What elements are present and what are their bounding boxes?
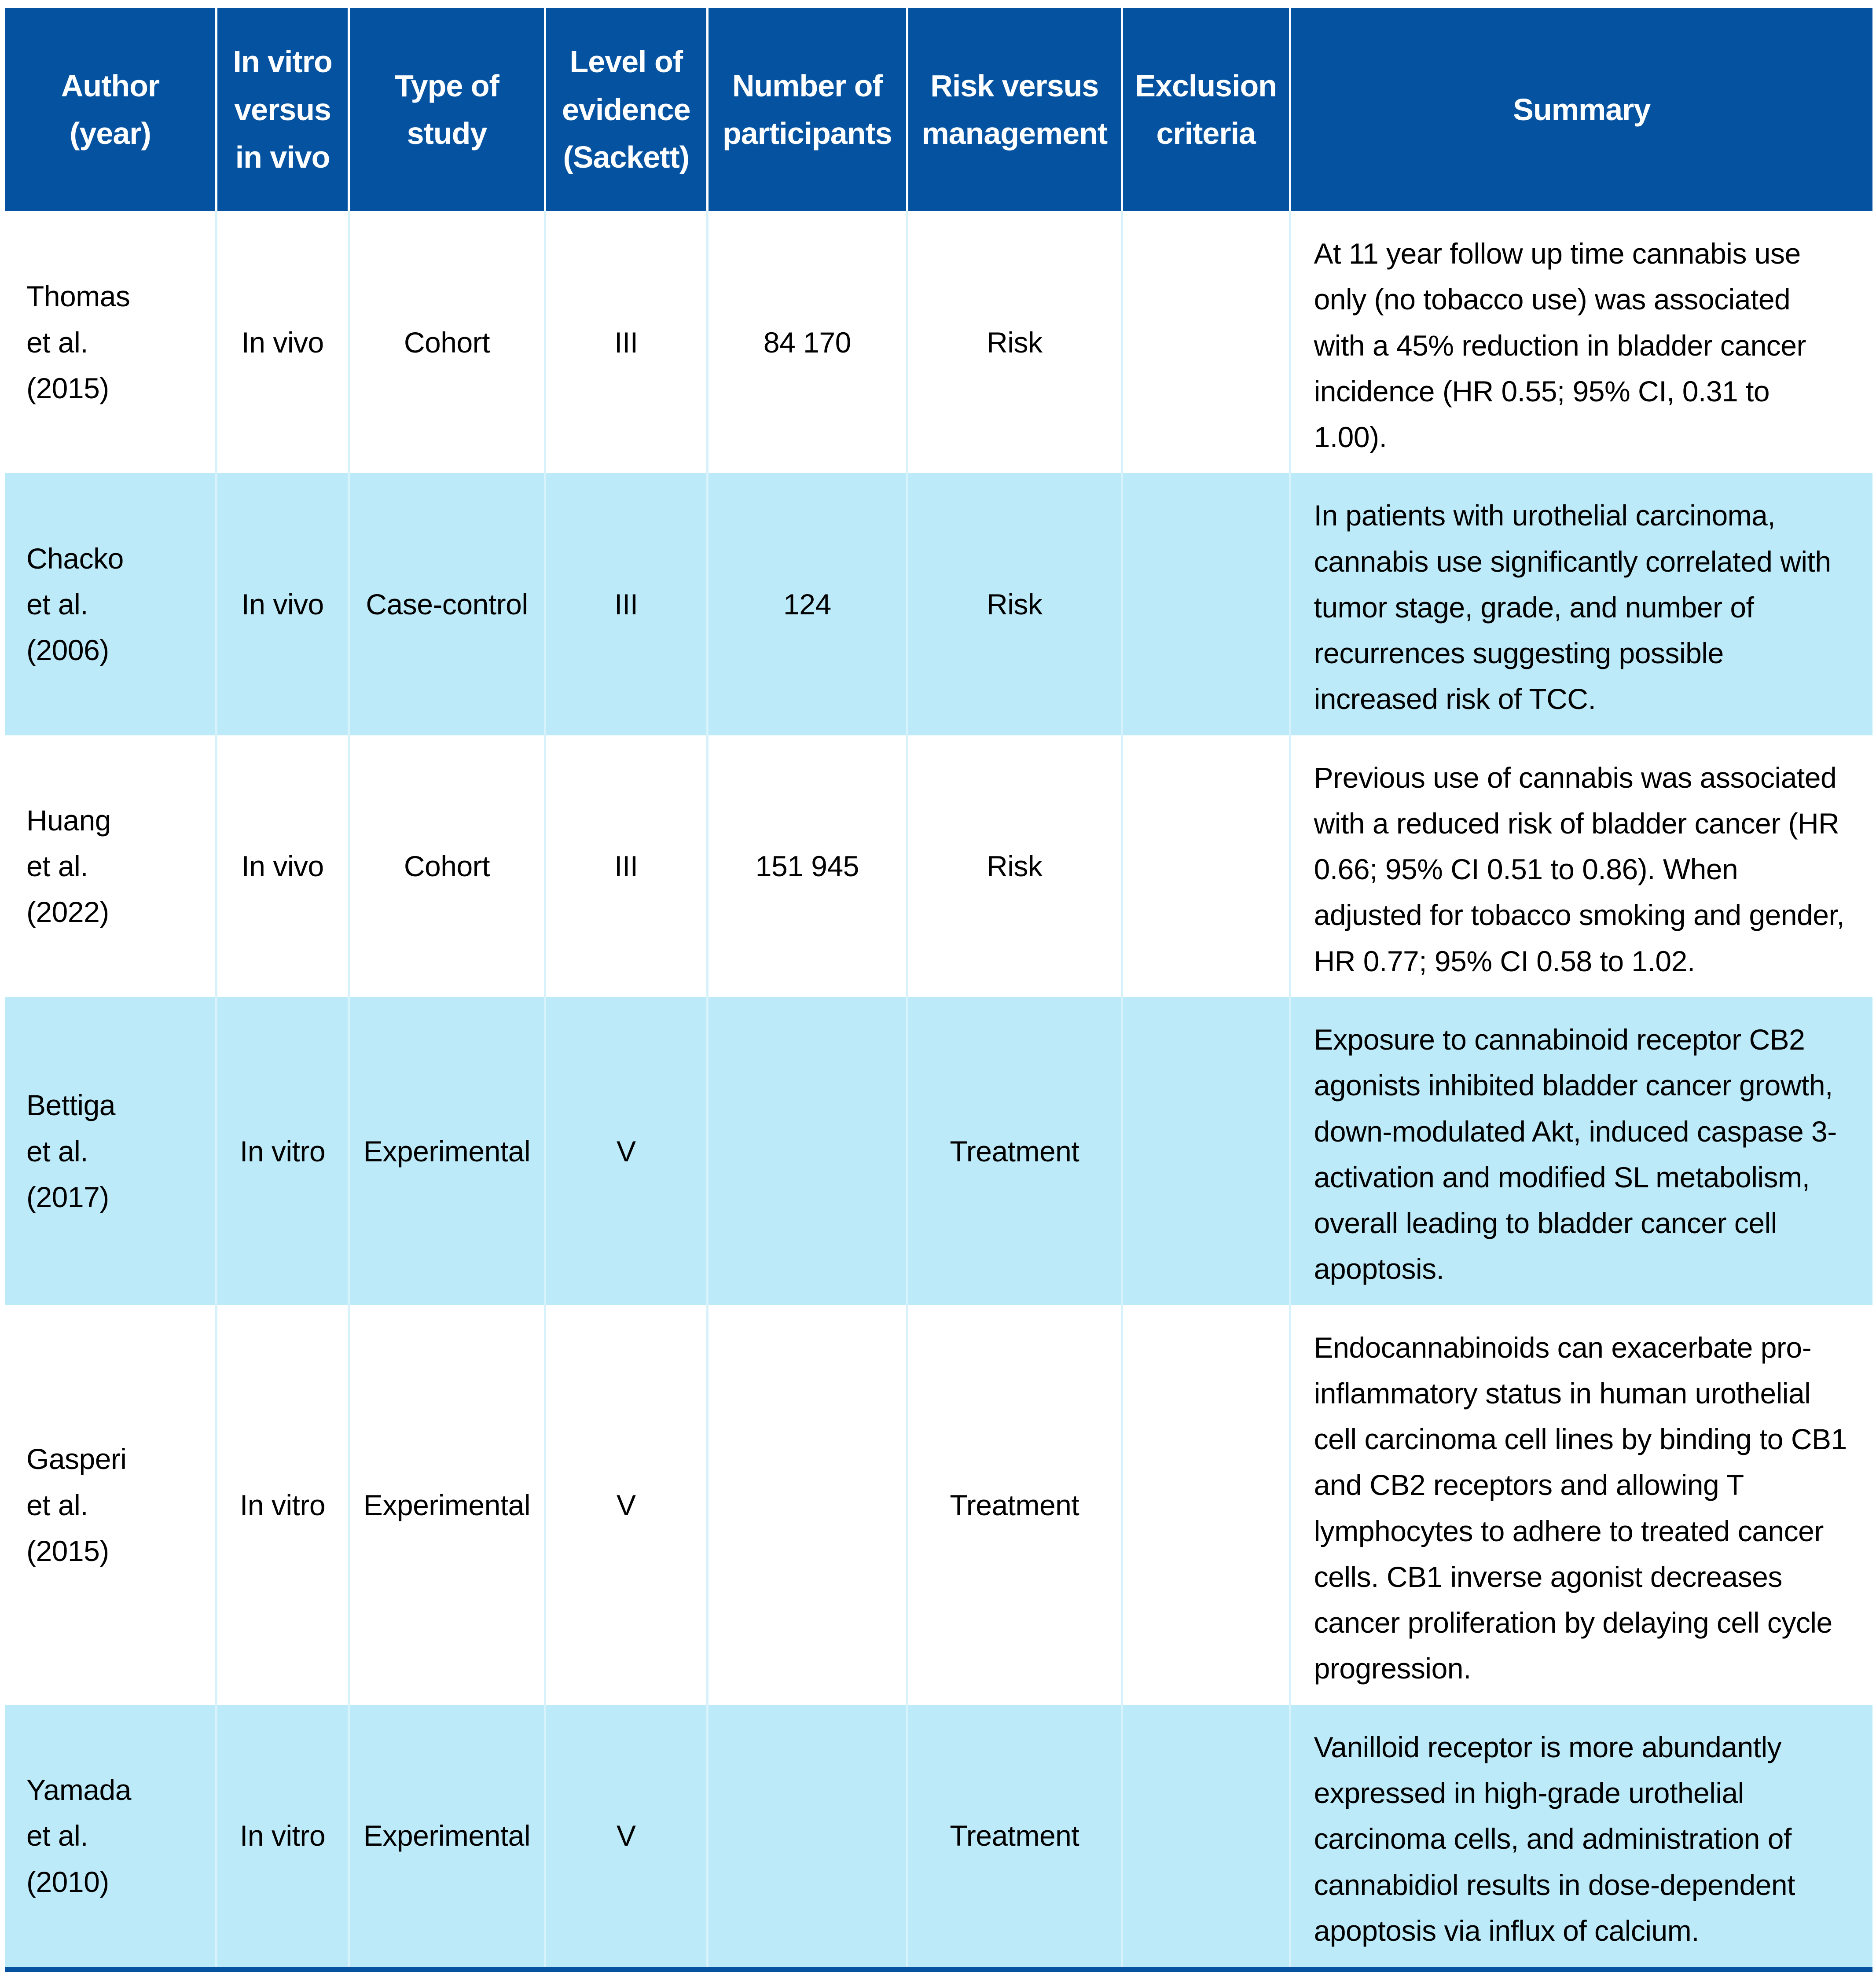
cell-evidence: III bbox=[545, 735, 709, 997]
cell-participants: 124 bbox=[707, 473, 908, 735]
cell-risk_mgmt: Treatment bbox=[907, 1704, 1123, 1970]
table-header: Author (year) In vitro versus in vivo Type… bbox=[5, 8, 1872, 211]
cell-participants: 84 170 bbox=[707, 211, 908, 474]
cell-vitro_vivo: In vivo bbox=[216, 211, 350, 474]
column-header-evidence: Level of evidence (Sackett) bbox=[545, 8, 709, 211]
cell-author: Bettiga et al. (2017) bbox=[5, 997, 217, 1305]
cell-author: Huang et al. (2022) bbox=[5, 735, 217, 997]
cell-vitro_vivo: In vitro bbox=[216, 1704, 350, 1970]
cell-summary: Previous use of cannabis was associated … bbox=[1314, 761, 1845, 977]
column-header-author: Author (year) bbox=[5, 8, 217, 211]
cell-author: Yamada et al. (2010) bbox=[5, 1704, 217, 1970]
cell-summary: Vanilloid receptor is more abundantly ex… bbox=[1314, 1730, 1795, 1947]
cell-author: Gasperi et al. (2015) bbox=[5, 1305, 217, 1705]
column-header-summary: Summary bbox=[1290, 8, 1872, 211]
cell-risk_mgmt: Treatment bbox=[907, 1305, 1123, 1705]
evidence-table: Author (year) In vitro versus in vivo Type… bbox=[5, 8, 1872, 1972]
cell-participants bbox=[707, 1305, 908, 1705]
cell-summary: At 11 year follow up time cannabis use o… bbox=[1314, 237, 1806, 454]
cell-study_type: Case-control bbox=[349, 473, 546, 735]
column-header-study_type: Type of study bbox=[349, 8, 546, 211]
table-row: Bettiga et al. (2017) In vitro Experimenta… bbox=[5, 997, 1872, 1305]
cell-risk_mgmt: Treatment bbox=[907, 997, 1123, 1305]
cell-study_type: Cohort bbox=[349, 735, 546, 997]
evidence-table-wrapper: Author (year) In vitro versus in vivo Type… bbox=[5, 8, 1872, 1972]
cell-vitro_vivo: In vivo bbox=[216, 735, 350, 997]
cell-study_type: Experimental bbox=[349, 1305, 546, 1705]
cell-risk_mgmt: Risk bbox=[907, 473, 1123, 735]
cell-exclusion bbox=[1122, 211, 1291, 474]
cell-exclusion bbox=[1122, 1305, 1291, 1705]
cell-study_type: Cohort bbox=[349, 211, 546, 474]
cell-exclusion bbox=[1122, 997, 1291, 1305]
table-row: Gasperi et al. (2015) In vitro Experimenta… bbox=[5, 1305, 1872, 1705]
cell-summary: In patients with urothelial carcinoma, c… bbox=[1314, 499, 1831, 716]
cell-participants bbox=[707, 1704, 908, 1970]
cell-study_type: Experimental bbox=[349, 997, 546, 1305]
cell-evidence: III bbox=[545, 211, 709, 474]
cell-study_type: Experimental bbox=[349, 1704, 546, 1970]
cell-evidence: III bbox=[545, 473, 709, 735]
cell-summary: Endocannabinoids can exacerbate pro-infl… bbox=[1314, 1331, 1847, 1685]
cell-risk_mgmt: Risk bbox=[907, 735, 1123, 997]
cell-vitro_vivo: In vitro bbox=[216, 997, 350, 1305]
table-row: Huang et al. (2022) In vivo Cohort III 151 9… bbox=[5, 735, 1872, 997]
cell-vitro_vivo: In vivo bbox=[216, 473, 350, 735]
table-row: Chacko et al. (2006) In vivo Case-control I… bbox=[5, 473, 1872, 735]
cell-risk_mgmt: Risk bbox=[907, 211, 1123, 474]
cell-summary: Exposure to cannabinoid receptor CB2 ago… bbox=[1314, 1023, 1837, 1285]
cell-exclusion bbox=[1122, 735, 1291, 997]
table-row: Yamada et al. (2010) In vitro Experimental… bbox=[5, 1704, 1872, 1970]
column-header-participants: Number of participants bbox=[707, 8, 908, 211]
cell-evidence: V bbox=[545, 997, 709, 1305]
column-header-vitro_vivo: In vitro versus in vivo bbox=[216, 8, 350, 211]
cell-evidence: V bbox=[545, 1305, 709, 1705]
cell-participants bbox=[707, 997, 908, 1305]
cell-evidence: V bbox=[545, 1704, 709, 1970]
cell-author: Thomas et al. (2015) bbox=[5, 211, 217, 474]
cell-vitro_vivo: In vitro bbox=[216, 1305, 350, 1705]
cell-exclusion bbox=[1122, 473, 1291, 735]
column-header-risk_mgmt: Risk versus management bbox=[907, 8, 1123, 211]
cell-exclusion bbox=[1122, 1704, 1291, 1970]
table-body: Thomas et al. (2015) In vivo Cohort III 84 1… bbox=[5, 211, 1872, 1970]
cell-author: Chacko et al. (2006) bbox=[5, 473, 217, 735]
cell-participants: 151 945 bbox=[707, 735, 908, 997]
column-header-exclusion: Exclusion criteria bbox=[1122, 8, 1291, 211]
header-row: Author (year) In vitro versus in vivo Type… bbox=[5, 8, 1872, 211]
table-row: Thomas et al. (2015) In vivo Cohort III 84 1… bbox=[5, 211, 1872, 474]
